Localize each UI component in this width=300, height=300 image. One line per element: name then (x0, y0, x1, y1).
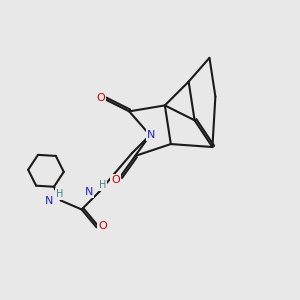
Text: N: N (45, 196, 53, 206)
Text: H: H (99, 180, 106, 190)
Text: O: O (111, 175, 120, 185)
Text: H: H (56, 189, 63, 199)
Text: O: O (98, 221, 107, 231)
Text: O: O (97, 93, 105, 103)
Text: N: N (147, 130, 156, 140)
Text: N: N (85, 187, 93, 196)
